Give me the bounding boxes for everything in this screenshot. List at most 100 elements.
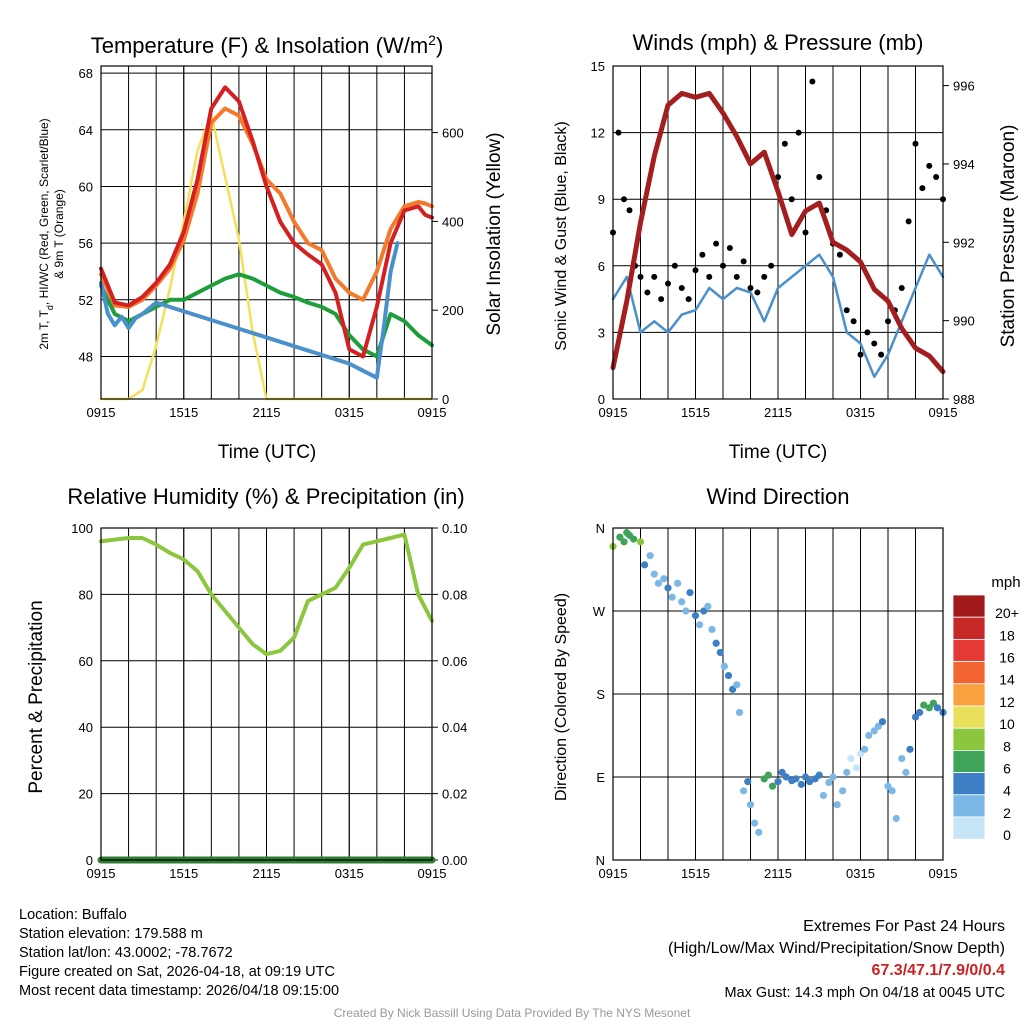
recent-text: Most recent data timestamp: 2026/04/18 0… (19, 983, 340, 999)
colorbar-swatch (952, 705, 986, 729)
y-tick-label: 80 (79, 587, 93, 602)
colorbar-swatch (952, 750, 986, 774)
y-tick-label: 52 (79, 293, 93, 308)
gust-point (885, 318, 891, 325)
credit-text: Created By Nick Bassill Using Data Provi… (333, 1006, 691, 1020)
gust-point (637, 273, 644, 280)
gust-point (864, 329, 871, 336)
direction-point (654, 579, 662, 587)
x-tick-label: 0315 (335, 866, 364, 881)
y-tick-label: 100 (71, 521, 93, 536)
y-tick-label: 6 (598, 259, 605, 274)
gust-point (747, 285, 754, 291)
direction-point (704, 602, 712, 610)
direction-point (630, 535, 638, 543)
plot-frame (100, 527, 433, 861)
x-tick-label: 0915 (599, 866, 628, 881)
gust-point (878, 351, 885, 358)
y-tick-label: 3 (598, 325, 605, 340)
wind-direction-ylabel: Direction (Colored By Speed) (553, 593, 570, 801)
direction-point (806, 778, 814, 786)
y-tick-label: 48 (79, 349, 93, 364)
y-tick-label: 9 (598, 192, 605, 207)
series-pressure (610, 90, 946, 375)
direction-point (768, 782, 777, 790)
direction-point (925, 704, 933, 712)
y2-tick-label: 600 (442, 126, 464, 141)
direction-point (792, 775, 800, 783)
direction-point (646, 552, 654, 560)
gust-point (733, 273, 740, 280)
gust-point (775, 174, 781, 180)
extremes-values: 67.3/47.1/7.9/0/0.4 (871, 962, 1005, 979)
direction-point (884, 782, 892, 790)
gust-point (754, 289, 761, 296)
gust-point (699, 251, 706, 258)
direction-point (898, 754, 906, 763)
gust-point (685, 296, 692, 303)
gust-point (644, 289, 651, 296)
colorbar-swatch (952, 727, 986, 751)
direction-point (916, 708, 924, 717)
y2-tick-label: 0.00 (442, 853, 467, 868)
direction-point (911, 713, 920, 721)
direction-point (720, 662, 728, 670)
colorbar-swatch (952, 661, 986, 685)
direction-point (636, 538, 645, 546)
colorbar-label: 0 (1003, 827, 1011, 843)
gust-point (678, 285, 685, 291)
gust-point (857, 351, 864, 358)
colorbar-label: 6 (1003, 761, 1011, 777)
wind-direction-title: Wind Direction (706, 484, 849, 509)
direction-point (902, 768, 910, 776)
temperature-xlabel: Time (UTC) (218, 442, 317, 463)
y2-tick-label: 0 (442, 392, 449, 407)
plot-frame (612, 527, 944, 861)
direction-point (870, 727, 878, 735)
y-tick-label: 20 (79, 787, 93, 802)
x-tick-label: 1515 (169, 405, 198, 420)
series-wind (99, 241, 400, 380)
direction-point (733, 681, 741, 689)
direction-point (751, 819, 759, 827)
y2-tick-label: 0.06 (442, 654, 467, 669)
x-tick-label: 2115 (253, 405, 281, 420)
series-rh (99, 532, 434, 657)
direction-point (865, 731, 873, 740)
extremes-info: Extremes For Past 24 Hours (High/Low/Max… (668, 916, 1005, 1004)
direction-point (801, 773, 810, 781)
direction-point (691, 612, 700, 620)
x-tick-label: 1515 (681, 405, 710, 420)
temperature-title: Temperature (F) & Insolation (W/m2) (91, 32, 444, 58)
y2-tick-label: 992 (953, 235, 975, 250)
direction-point (833, 801, 841, 809)
y2-tick-label: 400 (442, 214, 464, 229)
direction-point (678, 598, 686, 606)
direction-point (933, 704, 942, 712)
direction-point (668, 593, 676, 601)
gust-point (919, 185, 926, 192)
gust-point (905, 218, 912, 225)
winds-ylabel: Sonic Wind & Gust (Blue, Black) (553, 121, 570, 350)
gust-point (809, 78, 816, 85)
gust-point (706, 273, 713, 280)
direction-point (797, 780, 805, 788)
plot-frame (612, 65, 944, 400)
x-tick-label: 0915 (418, 405, 447, 420)
colorbar-label: 8 (1003, 738, 1011, 754)
y2-tick-label: 996 (953, 79, 975, 94)
y2-tick-label: 0.02 (442, 787, 467, 802)
direction-point (892, 814, 900, 823)
y-tick-label: 60 (79, 654, 93, 669)
winds-title: Winds (mph) & Pressure (mb) (633, 30, 924, 55)
x-tick-label: 0915 (599, 405, 628, 420)
colorbar-swatch (952, 639, 986, 663)
y2-tick-label: 0.04 (442, 720, 467, 735)
gust-point (788, 196, 795, 203)
gust-point (615, 129, 622, 136)
direction-point (829, 773, 837, 781)
gust-point (651, 273, 658, 280)
x-tick-label: 0915 (929, 405, 958, 420)
gust-point (768, 262, 775, 269)
